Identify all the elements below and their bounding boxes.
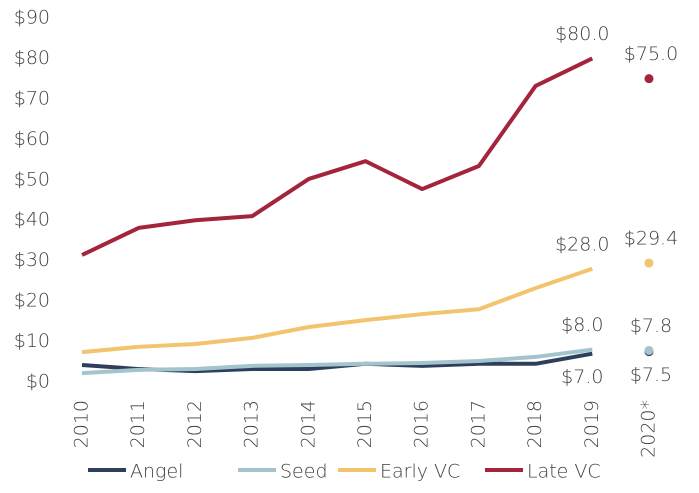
y-tick-label: $50: [14, 168, 50, 190]
legend-label: Seed: [280, 461, 328, 483]
point: [644, 74, 654, 84]
data-label: $8.0: [561, 314, 603, 336]
data-label: $75.0: [624, 43, 678, 65]
x-tick-label: 2015: [354, 400, 376, 448]
x-tick-label: 2010: [71, 400, 93, 448]
x-tick-label: 2019: [581, 400, 603, 448]
y-tick-label: $20: [14, 290, 50, 312]
legend-label: Angel: [130, 461, 183, 483]
data-label: $7.0: [561, 366, 603, 388]
y-tick-label: $40: [14, 209, 50, 231]
series-line: [81, 266, 593, 355]
y-tick-label: $10: [14, 330, 50, 352]
data-label: $28.0: [555, 233, 609, 255]
series-line: [81, 347, 593, 376]
data-label: $7.8: [630, 315, 672, 337]
data-label: $29.4: [624, 228, 678, 250]
x-tick-label: 2011: [127, 400, 149, 448]
point: [644, 258, 654, 268]
x-tick-label: 2020*: [638, 400, 660, 458]
series-line: [81, 56, 594, 257]
point: [644, 345, 654, 355]
legend-label: Late VC: [527, 461, 601, 483]
y-tick-label: $70: [14, 87, 50, 109]
x-tick-label: 2017: [467, 400, 489, 448]
y-tick-label: $60: [14, 128, 50, 150]
data-label: $80.0: [555, 23, 609, 45]
legend-label: Early VC: [380, 461, 460, 483]
x-tick-label: 2012: [184, 400, 206, 448]
y-tick-label: $80: [14, 47, 50, 69]
y-tick-label: $0: [26, 371, 50, 393]
x-tick-label: 2014: [297, 400, 319, 448]
y-tick-label: $90: [14, 7, 50, 29]
x-tick-label: 2016: [411, 400, 433, 448]
x-tick-label: 2018: [524, 400, 546, 448]
data-label: $7.5: [630, 364, 672, 386]
y-tick-label: $30: [14, 249, 50, 271]
x-tick-label: 2013: [241, 400, 263, 448]
